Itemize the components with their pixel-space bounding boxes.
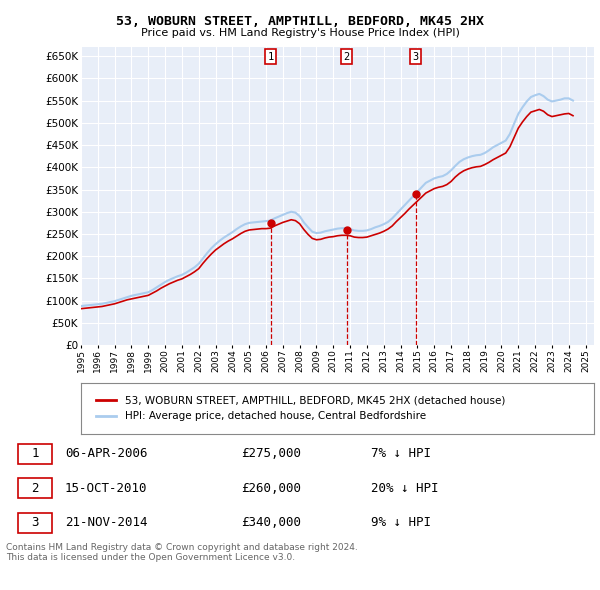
Text: 7% ↓ HPI: 7% ↓ HPI xyxy=(371,447,431,460)
Text: 1: 1 xyxy=(268,52,274,62)
Text: 9% ↓ HPI: 9% ↓ HPI xyxy=(371,516,431,529)
Text: 06-APR-2006: 06-APR-2006 xyxy=(65,447,148,460)
Legend: 53, WOBURN STREET, AMPTHILL, BEDFORD, MK45 2HX (detached house), HPI: Average pr: 53, WOBURN STREET, AMPTHILL, BEDFORD, MK… xyxy=(91,392,509,425)
Text: £260,000: £260,000 xyxy=(241,481,301,495)
Text: 15-OCT-2010: 15-OCT-2010 xyxy=(65,481,148,495)
FancyBboxPatch shape xyxy=(18,513,52,533)
Text: 20% ↓ HPI: 20% ↓ HPI xyxy=(371,481,438,495)
Text: 3: 3 xyxy=(413,52,419,62)
Text: 53, WOBURN STREET, AMPTHILL, BEDFORD, MK45 2HX: 53, WOBURN STREET, AMPTHILL, BEDFORD, MK… xyxy=(116,15,484,28)
Text: 1: 1 xyxy=(31,447,38,460)
FancyBboxPatch shape xyxy=(18,444,52,464)
Text: £340,000: £340,000 xyxy=(241,516,301,529)
Text: Contains HM Land Registry data © Crown copyright and database right 2024.
This d: Contains HM Land Registry data © Crown c… xyxy=(6,543,358,562)
Text: Price paid vs. HM Land Registry's House Price Index (HPI): Price paid vs. HM Land Registry's House … xyxy=(140,28,460,38)
Text: 2: 2 xyxy=(343,52,350,62)
Text: 21-NOV-2014: 21-NOV-2014 xyxy=(65,516,148,529)
Text: 3: 3 xyxy=(31,516,38,529)
Text: £275,000: £275,000 xyxy=(241,447,301,460)
Text: 2: 2 xyxy=(31,481,38,495)
FancyBboxPatch shape xyxy=(18,478,52,498)
